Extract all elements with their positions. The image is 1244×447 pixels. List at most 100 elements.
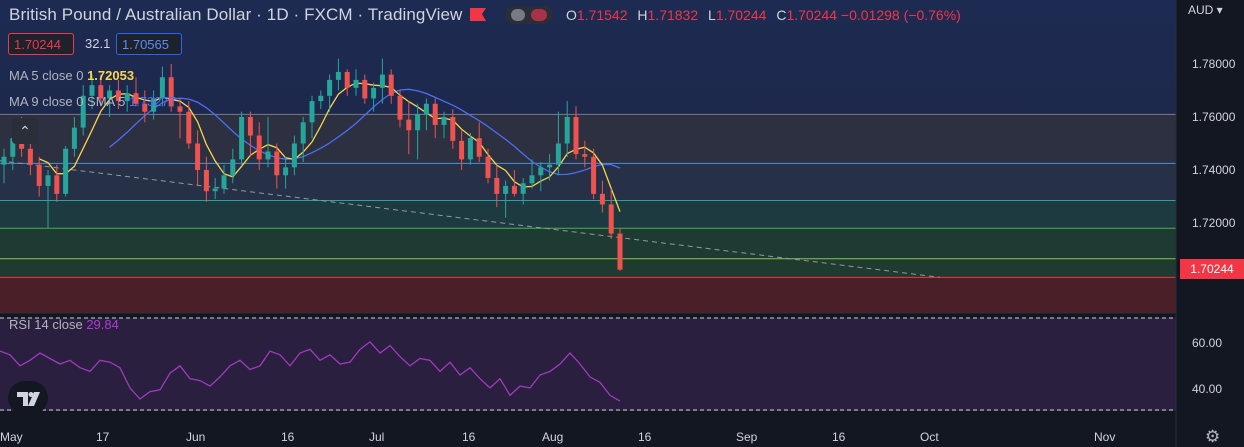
- candle-body: [151, 98, 157, 112]
- candle-body: [415, 114, 421, 131]
- rsi-line: [0, 341, 621, 402]
- rsi-polyline: [0, 341, 621, 402]
- candle-body: [344, 71, 350, 88]
- fibonacci-zones: [0, 113, 1176, 313]
- currency-selector[interactable]: AUD ▾: [1188, 3, 1223, 17]
- ma9-legend[interactable]: MA 9 close 0 SMA 5 1.73277: [9, 94, 176, 109]
- candle-body: [212, 188, 218, 192]
- candle-body: [309, 101, 315, 123]
- low-value: 1.70244: [715, 7, 767, 23]
- gear-icon[interactable]: ⚙: [1205, 427, 1221, 446]
- price-tick: 1.76000: [1192, 110, 1236, 124]
- candle-body: [335, 71, 341, 80]
- candle-body: [432, 103, 438, 125]
- candle-body: [239, 117, 245, 160]
- candle-body: [582, 154, 588, 157]
- fib-zone: [0, 228, 1176, 259]
- candle-body: [107, 90, 113, 99]
- candle-body: [459, 140, 465, 160]
- ma9-line: [109, 88, 621, 176]
- candle-body: [142, 103, 148, 112]
- candle-body: [291, 143, 297, 168]
- candle-body: [230, 159, 236, 176]
- candle-body: [274, 151, 280, 176]
- candle-body: [397, 95, 403, 120]
- rsi-tick: 60.00: [1192, 336, 1223, 350]
- ma9-value: 1.73277: [128, 94, 176, 109]
- time-label: 16: [462, 430, 476, 444]
- rsi-pane-bg: [0, 318, 1176, 411]
- candle-body: [494, 177, 500, 194]
- candle-body: [265, 151, 271, 160]
- flag-icon[interactable]: [468, 7, 488, 22]
- candle-body: [450, 117, 456, 141]
- candle-body: [318, 95, 324, 102]
- candle-body: [71, 127, 77, 149]
- last-price-label: 1.70244: [1180, 259, 1244, 279]
- candle-body: [283, 167, 289, 176]
- candle-body: [362, 79, 368, 99]
- price-tick: 1.78000: [1192, 57, 1236, 71]
- candle-body: [256, 135, 262, 160]
- time-label: Sep: [736, 430, 758, 444]
- ohlc-readout: O1.71542 H1.71832 L1.70244 C1.70244 −0.0…: [566, 7, 961, 23]
- candle-body: [379, 74, 385, 88]
- candle-body: [511, 185, 517, 194]
- trendline: [0, 160, 941, 278]
- time-label: 16: [638, 430, 652, 444]
- candle-body: [617, 233, 623, 270]
- time-label: 17: [96, 430, 110, 444]
- candle-body: [195, 143, 201, 170]
- candle-body: [423, 103, 429, 115]
- price-tick: 1.74000: [1192, 163, 1236, 177]
- candle-body: [177, 106, 183, 112]
- tradingview-logo-icon[interactable]: [8, 381, 48, 415]
- candle-body: [63, 148, 69, 194]
- candle-body: [371, 87, 377, 99]
- candle-body: [327, 79, 333, 96]
- candle-body: [564, 117, 570, 144]
- candle-body: [353, 79, 359, 88]
- candle-body: [520, 183, 526, 194]
- symbol-title[interactable]: British Pound / Australian Dollar · 1D ·…: [9, 5, 463, 24]
- buy-price-button[interactable]: 1.70565: [116, 33, 182, 55]
- candle-body: [36, 164, 42, 186]
- candle-body: [406, 119, 412, 131]
- candlestick-series: [1, 58, 623, 271]
- sell-price-button[interactable]: 1.70244: [8, 33, 74, 55]
- price-tick: 1.72000: [1192, 216, 1236, 230]
- candle-body: [221, 175, 227, 189]
- candle-body: [168, 77, 174, 107]
- rsi-legend[interactable]: RSI 14 close 29.84: [9, 317, 119, 332]
- candle-body: [529, 175, 535, 184]
- candle-body: [300, 122, 306, 144]
- rsi-value: 29.84: [86, 317, 119, 332]
- fib-zone: [0, 114, 1176, 164]
- fib-zone: [0, 258, 1176, 278]
- candle-body: [27, 148, 33, 165]
- time-label: Aug: [542, 430, 564, 444]
- candle-body: [1, 156, 7, 165]
- candle-body: [573, 117, 579, 155]
- ma5-legend[interactable]: MA 5 close 0 1.72053: [9, 68, 135, 83]
- candle-body: [159, 77, 165, 99]
- time-label: Oct: [920, 430, 939, 444]
- fib-zone: [0, 277, 1176, 313]
- candle-body: [54, 175, 60, 194]
- chevron-up-icon[interactable]: ⌃: [12, 118, 38, 144]
- time-label: May: [0, 430, 23, 444]
- candle-body: [247, 117, 253, 136]
- candle-body: [124, 93, 130, 102]
- candle-body: [89, 85, 95, 96]
- candle-body: [203, 170, 209, 192]
- time-label: 16: [832, 430, 846, 444]
- candle-body: [98, 85, 104, 99]
- candle-body: [503, 185, 509, 194]
- candle-body: [555, 143, 561, 165]
- candle-body: [547, 164, 553, 168]
- visibility-toggle[interactable]: [505, 6, 553, 24]
- candle-body: [10, 138, 16, 157]
- trendline-segment: [0, 160, 941, 278]
- open-value: 1.71542: [576, 7, 628, 23]
